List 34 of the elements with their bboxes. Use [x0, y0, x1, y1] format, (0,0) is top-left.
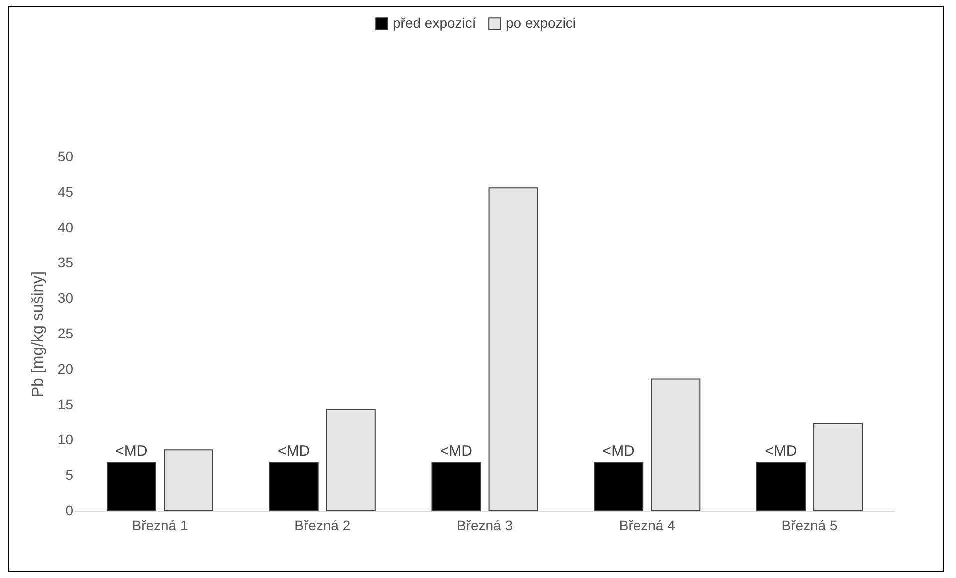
- x-tick-label: Březná 5: [782, 518, 838, 534]
- y-tick-label: 0: [66, 502, 74, 518]
- y-axis-title: Pb [mg/kg sušiny]: [30, 271, 47, 398]
- y-tick-label: 35: [58, 254, 74, 271]
- y-tick-label: 30: [58, 290, 74, 306]
- x-tick-label: Březná 2: [294, 518, 351, 534]
- data-label: <MD: [602, 442, 636, 460]
- x-tick-label: Březná 3: [456, 518, 514, 534]
- bar: [106, 462, 156, 512]
- y-tick-label: 50: [58, 148, 74, 164]
- bar: [488, 188, 538, 512]
- data-label: <MD: [278, 442, 310, 460]
- bar: [164, 450, 214, 512]
- bar: [814, 423, 864, 512]
- x-tick-label: Březná 1: [132, 518, 188, 534]
- bar: [594, 462, 644, 512]
- y-tick-label: 15: [58, 396, 74, 412]
- legend-label: před expozicí: [393, 15, 476, 32]
- bar: [326, 409, 376, 512]
- y-tick-label: 20: [58, 360, 74, 377]
- y-tick-label: 10: [58, 432, 74, 448]
- data-label: <MD: [116, 442, 148, 460]
- bar: [269, 462, 319, 512]
- y-tick-label: 40: [58, 219, 74, 236]
- y-tick-label: 5: [66, 467, 74, 484]
- bar: [756, 462, 806, 512]
- legend-label: po expozici: [506, 15, 576, 32]
- data-label: <MD: [765, 442, 798, 460]
- y-tick-label: 25: [58, 326, 74, 342]
- data-label: <MD: [440, 442, 473, 460]
- y-tick-label: 45: [58, 184, 74, 200]
- bar: [432, 462, 482, 512]
- bar: [651, 378, 701, 512]
- x-tick-label: Březná 4: [619, 518, 676, 534]
